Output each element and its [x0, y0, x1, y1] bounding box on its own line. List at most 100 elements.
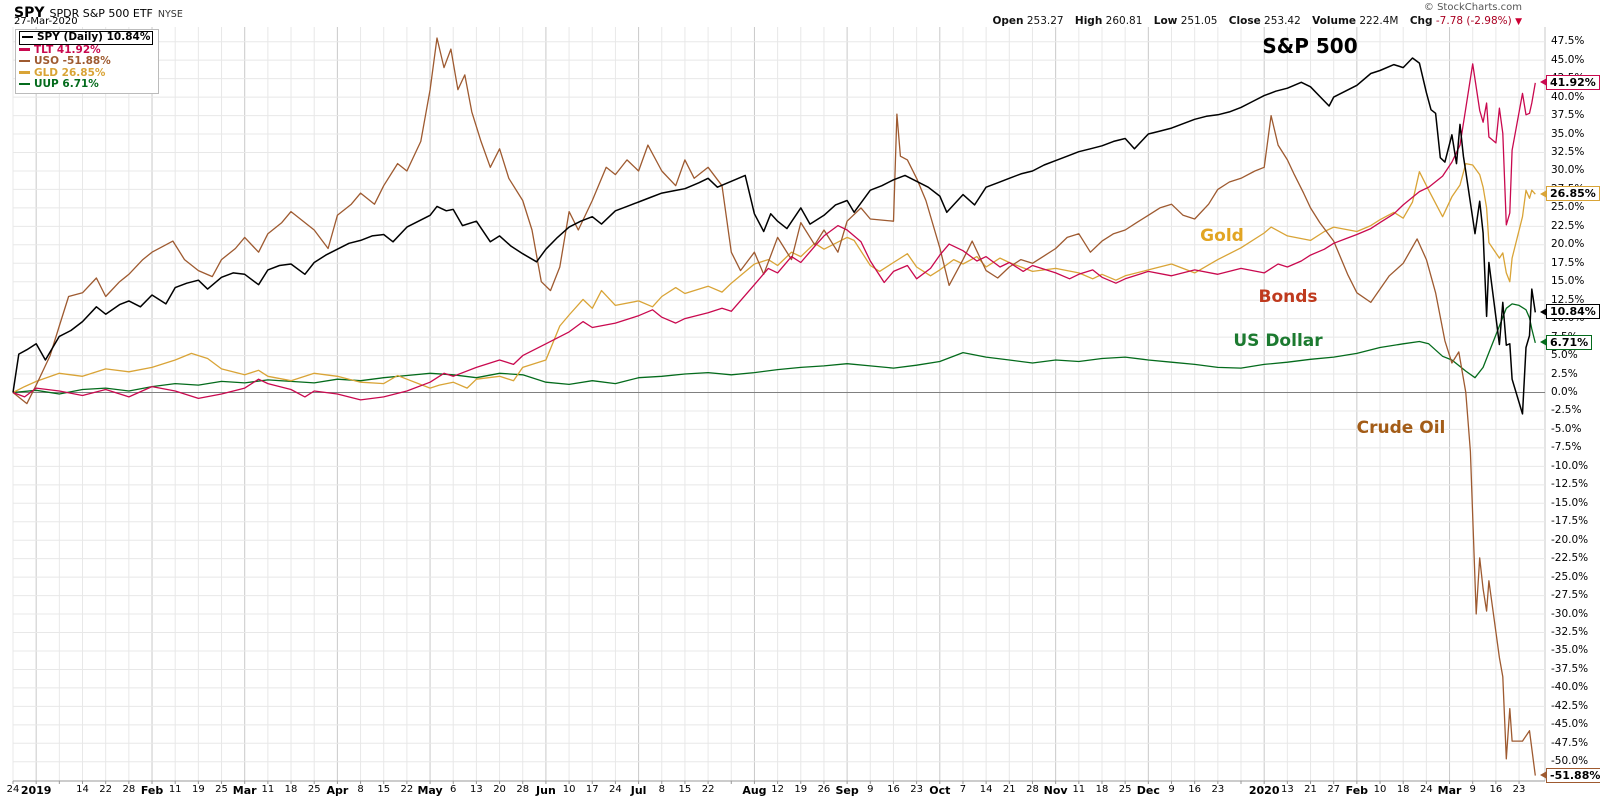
y-axis-label: 40.0% — [1551, 90, 1585, 103]
legend-item-label: UUP 6.71% — [34, 78, 99, 90]
callout-arrow-icon — [1540, 338, 1547, 347]
y-axis-label: -17.5% — [1551, 515, 1589, 528]
x-axis-label: 28 — [1026, 784, 1039, 795]
x-axis-label: Feb — [1345, 784, 1369, 797]
x-axis-label: 14 — [979, 784, 993, 795]
series-line-spy — [12, 57, 1537, 415]
annotation-crude-oil: Crude Oil — [1356, 418, 1446, 438]
y-axis-label: 2.5% — [1551, 367, 1578, 380]
x-axis-label: 18 — [284, 784, 298, 795]
x-axis-label: 25 — [215, 784, 228, 795]
x-axis-label: 19 — [191, 784, 205, 795]
x-axis-label: 25 — [1118, 784, 1132, 795]
x-axis-label: 25 — [307, 784, 321, 795]
legend-item-label: SPY (Daily) 10.84% — [37, 31, 151, 43]
close-value: 253.42 — [1264, 15, 1301, 27]
y-axis-label: -27.5% — [1551, 589, 1589, 602]
y-axis-label: -2.5% — [1551, 404, 1582, 417]
y-axis-label: 30.0% — [1551, 164, 1585, 177]
x-axis-label: Nov — [1043, 784, 1068, 797]
y-axis-label: 5.0% — [1551, 349, 1578, 362]
x-axis-label: 24 — [609, 784, 622, 795]
x-axis-label: 13 — [470, 784, 483, 795]
x-axis-label: 16 — [1188, 784, 1202, 795]
series-line-uup — [12, 303, 1536, 395]
x-axis-label: 10 — [1373, 784, 1387, 795]
y-axis-label: 17.5% — [1551, 256, 1585, 269]
x-axis-label: 7 — [959, 784, 967, 795]
y-axis-label: 37.5% — [1551, 109, 1585, 122]
quote-bar: Open 253.27 High 260.81 Low 251.05 Close… — [984, 15, 1522, 27]
x-axis-label: Aug — [742, 784, 767, 797]
series-legend[interactable]: SPY (Daily) 10.84% TLT 41.92% USO -51.88% G… — [15, 29, 160, 94]
legend-line-swatch-icon — [19, 59, 30, 62]
x-axis-label: 17 — [585, 784, 599, 795]
copyright-text: © StockCharts.com — [1423, 2, 1522, 13]
y-axis-label: -12.5% — [1551, 478, 1589, 491]
y-axis-label: -10.0% — [1551, 459, 1589, 472]
high-label: High — [1074, 15, 1103, 27]
y-axis-label: 47.5% — [1551, 35, 1585, 48]
annotation-bonds: Bonds — [1258, 287, 1318, 307]
last-value-callout: 41.92% — [1540, 74, 1600, 90]
x-axis-label: 14 — [76, 784, 89, 795]
volume-value: 222.4M — [1359, 15, 1399, 27]
legend-line-swatch-icon — [22, 35, 33, 38]
x-axis-label: 9 — [867, 784, 874, 795]
legend-item-label: GLD 26.85% — [34, 66, 106, 79]
legend-item-uup[interactable]: UUP 6.71% — [19, 78, 153, 91]
legend-text-wrap: UUP 6.71% — [19, 78, 99, 90]
x-axis-label: 28 — [516, 784, 530, 795]
annotation-us-dollar: US Dollar — [1233, 331, 1323, 351]
x-axis-label: 22 — [701, 784, 715, 795]
x-axis-label: 9 — [1168, 784, 1175, 795]
x-axis-label: 18 — [1095, 784, 1109, 795]
x-axis-label: 15 — [678, 784, 692, 795]
x-axis-label: 8 — [357, 784, 364, 795]
x-axis-label: 21 — [1304, 784, 1317, 795]
y-axis-label: -32.5% — [1551, 626, 1589, 638]
y-axis-label: 0.0% — [1551, 386, 1578, 398]
last-value-callout: 6.71% — [1540, 334, 1593, 350]
open-value: 253.27 — [1026, 15, 1064, 27]
last-value-callout: -51.88% — [1540, 767, 1600, 783]
y-axis-label: -15.0% — [1551, 496, 1589, 509]
legend-item-spy[interactable]: SPY (Daily) 10.84% — [19, 31, 154, 45]
legend-item-uso[interactable]: USO -51.88% — [19, 55, 153, 68]
symbol-header: SPY SPDR S&P 500 ETF NYSE — [14, 2, 183, 21]
legend-line-swatch-icon — [19, 48, 30, 51]
x-axis-label: 6 — [450, 784, 457, 795]
y-axis-label: 25.0% — [1551, 201, 1585, 214]
x-axis-label: 8 — [658, 784, 665, 795]
legend-item-tlt[interactable]: TLT 41.92% — [19, 44, 153, 57]
symbol-exchange: NYSE — [157, 9, 183, 20]
series-line-tlt — [12, 63, 1536, 401]
x-axis-label: 11 — [168, 784, 182, 795]
legend-selected-box: SPY (Daily) 10.84% — [19, 31, 154, 45]
y-axis-label: -5.0% — [1551, 422, 1582, 435]
low-label: Low — [1153, 15, 1178, 27]
legend-line-swatch-icon — [19, 71, 30, 74]
x-axis-label: 20 — [493, 784, 506, 795]
x-axis-label: Sep — [835, 784, 859, 797]
x-axis-label: 23 — [1512, 784, 1526, 795]
y-axis-label: -45.0% — [1551, 718, 1589, 731]
legend-item-gld[interactable]: GLD 26.85% — [19, 66, 153, 80]
x-axis-label: Jul — [630, 784, 647, 797]
symbol-ticker: SPY — [14, 5, 45, 21]
x-axis-label: May — [417, 784, 443, 797]
y-axis-label: -25.0% — [1551, 570, 1589, 583]
chart-date: 27-Mar-2020 — [14, 16, 78, 27]
x-axis-label: 2019 — [20, 784, 52, 797]
y-axis-label: -30.0% — [1551, 607, 1589, 620]
y-axis-label: -37.5% — [1551, 662, 1589, 675]
legend-line-swatch-icon — [19, 82, 30, 85]
x-axis-label: 21 — [1002, 784, 1016, 795]
x-axis-label: 11 — [1072, 784, 1086, 795]
x-axis-label: 23 — [1211, 784, 1225, 795]
x-axis-label: 12 — [771, 784, 784, 795]
y-axis-label: -22.5% — [1551, 552, 1589, 565]
chg-value: -7.78 (-2.98%) — [1435, 15, 1512, 27]
x-axis-label: 23 — [910, 784, 923, 795]
